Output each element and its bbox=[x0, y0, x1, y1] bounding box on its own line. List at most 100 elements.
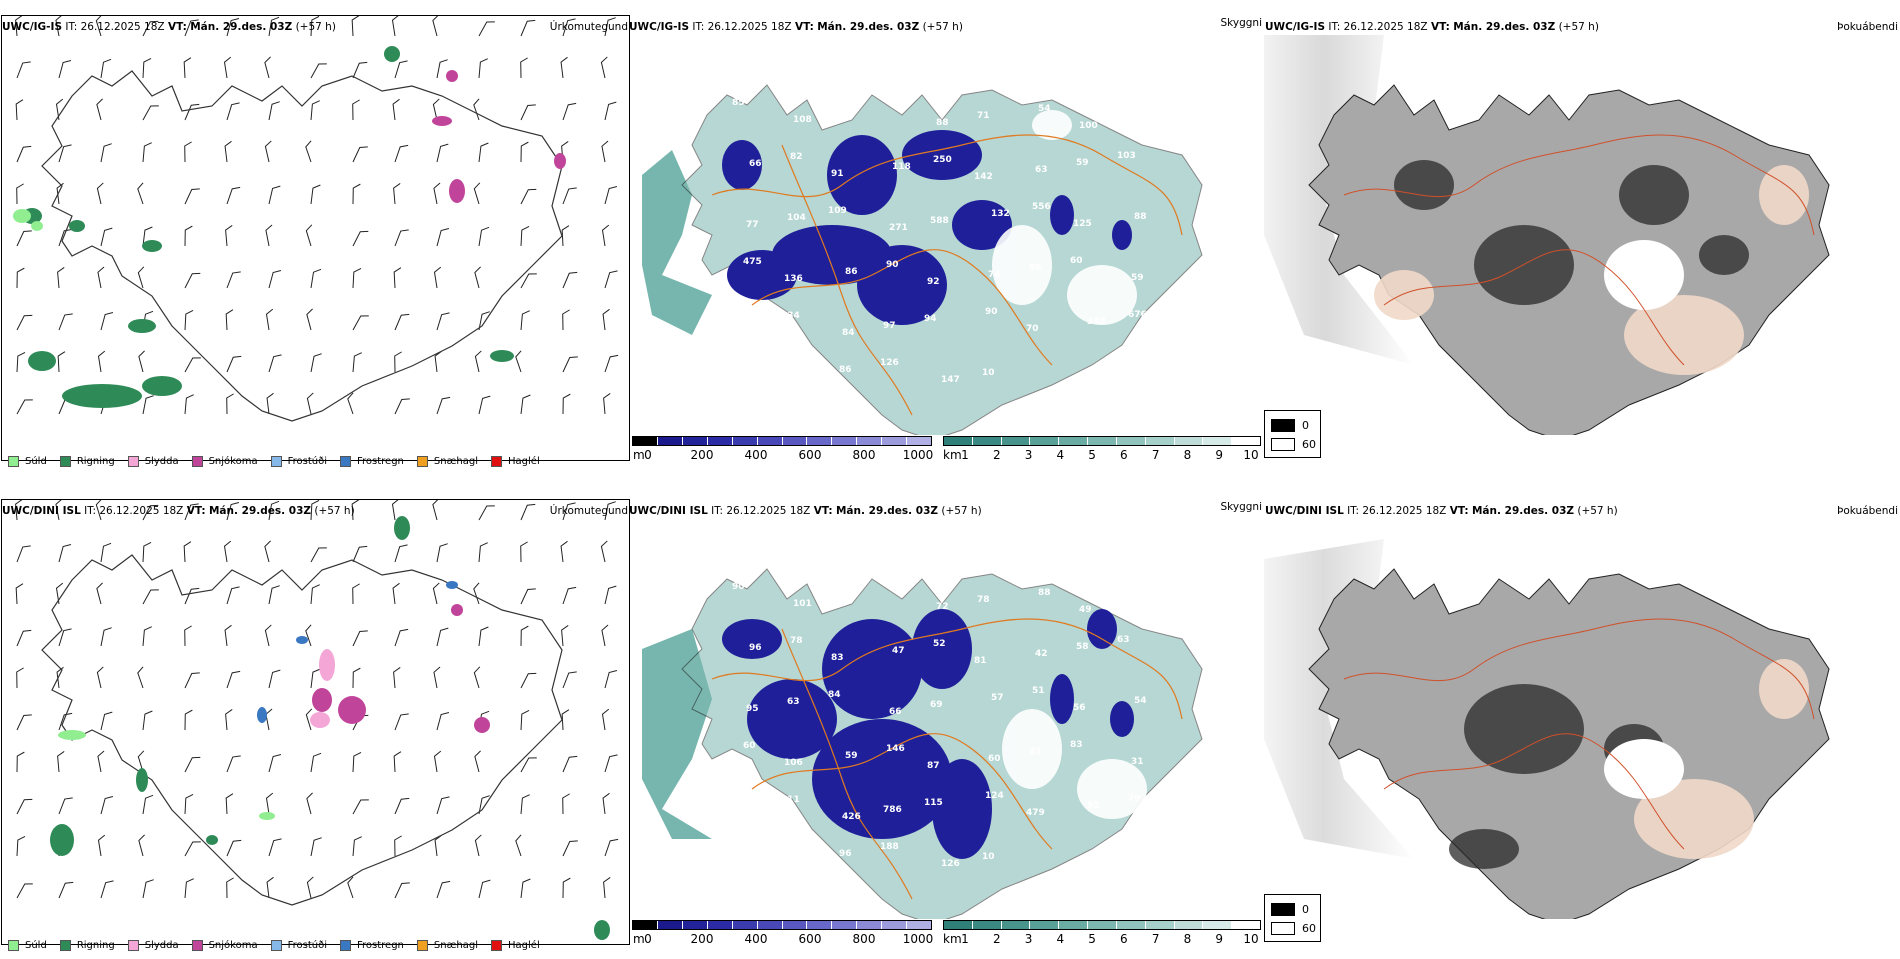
wind-barb bbox=[562, 309, 570, 331]
wind-barb bbox=[268, 500, 280, 521]
visibility-value: 91 bbox=[831, 169, 844, 179]
wind-barb bbox=[16, 835, 26, 857]
legend-item: Rigning bbox=[59, 940, 115, 951]
wind-barb bbox=[520, 104, 536, 121]
visibility-value: 250 bbox=[933, 155, 952, 165]
visibility-value: 72 bbox=[936, 602, 949, 612]
wind-barb bbox=[264, 624, 272, 647]
wind-barb bbox=[16, 399, 33, 415]
visibility-value: 58 bbox=[895, 585, 908, 595]
wind-barb bbox=[520, 141, 529, 163]
panel-header: UWC/DINI ISL IT: 26.12.2025 18Z VT: Mán.… bbox=[2, 505, 355, 517]
vis-unit: km bbox=[943, 932, 962, 946]
forecast-row-dini: Súld Rigning Slydda Snjókoma Frostúði Frostre… bbox=[0, 484, 1900, 959]
wind-barb bbox=[100, 227, 113, 247]
visibility-value: 106 bbox=[784, 758, 803, 768]
wind-barb bbox=[226, 755, 241, 773]
wind-barb bbox=[16, 545, 31, 563]
wind-barb bbox=[394, 229, 409, 247]
colorbar-cell bbox=[732, 921, 758, 929]
visibility-value: 124 bbox=[985, 791, 1004, 801]
wind-barb bbox=[352, 751, 362, 773]
wind-barb bbox=[184, 225, 193, 247]
fog-legend-low-swatch bbox=[1271, 438, 1295, 451]
wind-barb bbox=[97, 266, 105, 289]
wind-barb bbox=[474, 266, 481, 289]
wind-barb bbox=[562, 187, 577, 205]
visibility-value: 31 bbox=[1131, 757, 1144, 767]
visibility-value: 82 bbox=[790, 152, 803, 162]
wind-barb bbox=[436, 712, 450, 731]
precip-panel-label: Úrkomutegund bbox=[549, 505, 628, 517]
visibility-value: 90 bbox=[985, 307, 998, 317]
wind-barb bbox=[57, 351, 66, 373]
wind-barb bbox=[478, 21, 495, 37]
wind-barb bbox=[58, 628, 72, 647]
wind-barb bbox=[474, 834, 482, 857]
wind-barb bbox=[268, 185, 281, 205]
vis-panel-label: Skyggni bbox=[1220, 17, 1263, 29]
visibility-ticks: 1 2 3 4 5 6 7 8 9 10 bbox=[943, 448, 1261, 462]
wind-barb bbox=[604, 501, 616, 521]
wind-barb bbox=[15, 99, 24, 121]
wind-barb bbox=[352, 61, 368, 79]
wind-barb bbox=[561, 225, 570, 247]
wind-barb bbox=[16, 267, 25, 289]
wind-barb bbox=[97, 750, 105, 773]
fog-legend: 0 60 bbox=[1264, 410, 1321, 458]
wind-barb bbox=[478, 879, 491, 899]
wind-barb bbox=[184, 709, 193, 731]
wind-barb bbox=[226, 186, 241, 205]
wind-barb bbox=[264, 56, 271, 79]
visibility-value: 84 bbox=[828, 690, 841, 700]
colorbar-cell bbox=[907, 437, 932, 445]
wind-barb bbox=[604, 354, 619, 373]
fog-map bbox=[1264, 539, 1830, 919]
wind-barb bbox=[436, 796, 450, 815]
wind-barb bbox=[604, 585, 617, 605]
wind-barb bbox=[58, 144, 72, 163]
wind-barb bbox=[226, 502, 240, 521]
wind-barb bbox=[392, 98, 400, 121]
wind-barb bbox=[184, 103, 200, 121]
wind-barb bbox=[184, 756, 201, 773]
wind-barb bbox=[225, 709, 233, 731]
freezing-rain-areas bbox=[257, 581, 458, 723]
colorbar-cell bbox=[1232, 437, 1260, 445]
precip-legend: Súld Rigning Slydda Snjókoma Frostúði Frostre… bbox=[8, 456, 553, 467]
visibility-value: 108 bbox=[793, 115, 812, 125]
visibility-value: 100 bbox=[1079, 121, 1098, 131]
wind-barb bbox=[352, 583, 360, 605]
legend-item: Slydda bbox=[127, 940, 179, 951]
visibility-ticks: 1 2 3 4 5 6 7 8 9 10 bbox=[943, 932, 1261, 946]
visibility-value: 63 bbox=[1029, 747, 1042, 757]
colorbar-cell bbox=[633, 437, 658, 445]
wind-barb bbox=[225, 309, 234, 331]
colorbar-cell bbox=[857, 921, 883, 929]
wind-barb bbox=[268, 354, 282, 373]
wind-barb bbox=[55, 500, 63, 521]
wind-barb bbox=[394, 713, 409, 731]
colorbar-cell bbox=[1001, 437, 1031, 445]
wind-barb bbox=[184, 141, 192, 163]
wind-barb bbox=[473, 666, 481, 689]
tick-label: 10 bbox=[1243, 932, 1259, 946]
wind-barb bbox=[305, 708, 313, 731]
visibility-value: 71 bbox=[977, 111, 990, 121]
legend-label: Snæhagl bbox=[433, 940, 479, 951]
colorbar-cell bbox=[1174, 437, 1204, 445]
legend-swatch bbox=[270, 456, 282, 467]
wind-barb bbox=[310, 100, 320, 121]
wind-barb bbox=[306, 876, 314, 899]
wind-barb bbox=[520, 672, 537, 689]
wind-barb bbox=[352, 667, 361, 689]
wind-barb bbox=[562, 755, 578, 773]
wind-barb bbox=[97, 350, 106, 373]
visibility-value: 125 bbox=[1073, 219, 1092, 229]
low-vis-areas bbox=[722, 130, 1132, 325]
visibility-value: 142 bbox=[974, 172, 993, 182]
wind-barb bbox=[604, 670, 618, 689]
visibility-value: 81 bbox=[974, 656, 987, 666]
visibility-value: 73 bbox=[798, 856, 811, 866]
rain-areas bbox=[22, 46, 514, 408]
